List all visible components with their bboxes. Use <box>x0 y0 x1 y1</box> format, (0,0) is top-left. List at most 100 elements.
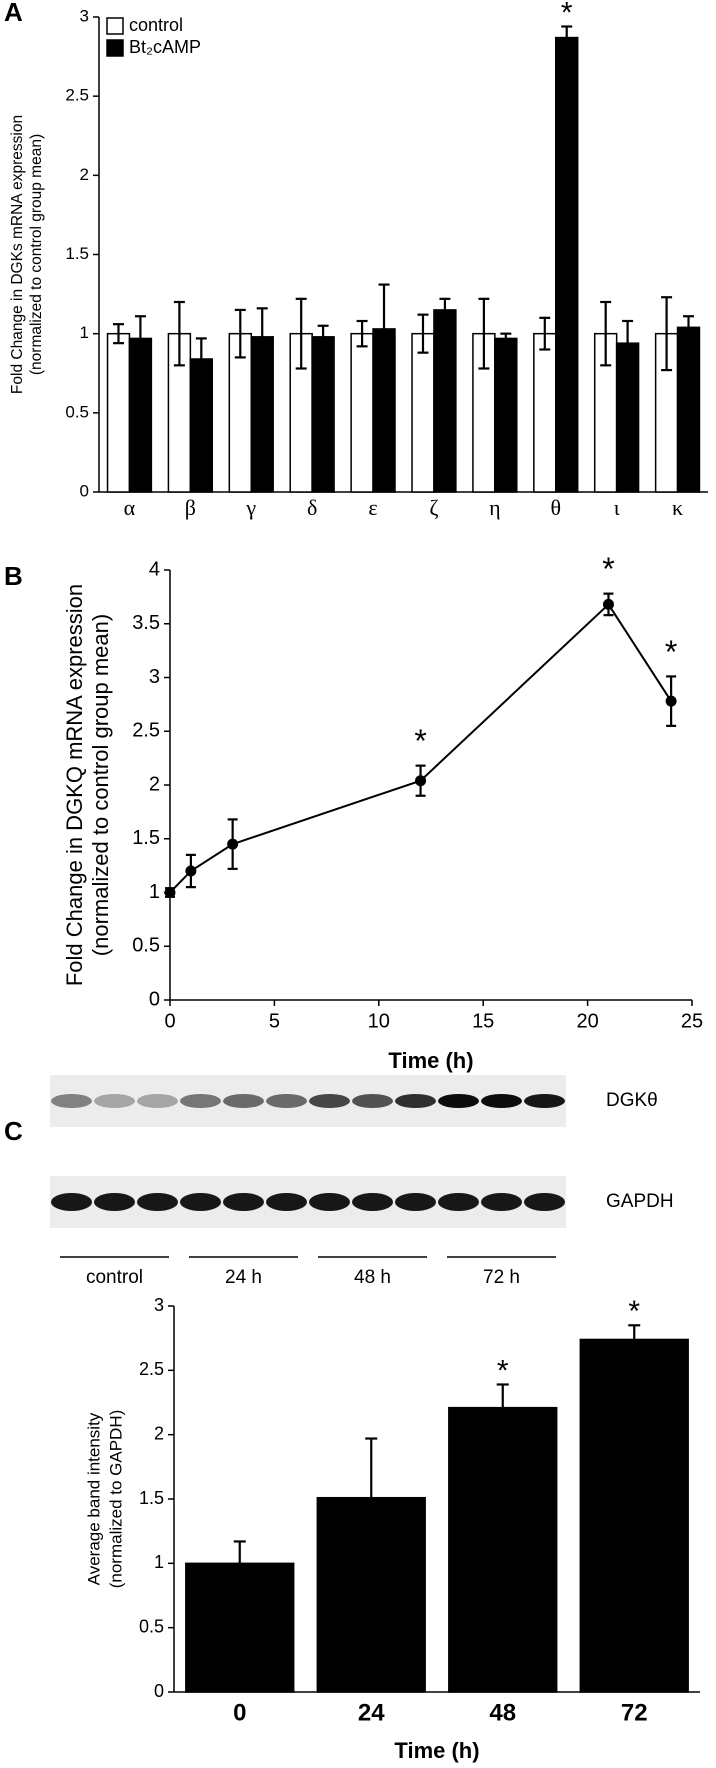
y-tick-label: 0 <box>80 481 89 500</box>
annotation: * <box>414 723 426 759</box>
blot-band <box>180 1094 221 1108</box>
blot-band <box>481 1094 522 1108</box>
bar <box>555 36 579 493</box>
y-tick-label: 1.5 <box>65 244 89 263</box>
blot-label: GAPDH <box>606 1191 674 1212</box>
annotation: * <box>628 1295 640 1328</box>
y-tick-label: 3 <box>149 666 160 688</box>
x-tick-label: θ <box>550 495 561 520</box>
annotation: * <box>602 551 614 587</box>
blot-band <box>180 1193 221 1211</box>
blot-band <box>352 1193 393 1211</box>
y-axis-label: (normalized to control group mean) <box>88 614 113 956</box>
annotation: * <box>561 0 573 29</box>
blot-background <box>50 1075 566 1127</box>
blot-label: DGKθ <box>606 1090 658 1111</box>
blot-band <box>309 1193 350 1211</box>
group-label: control <box>86 1267 143 1288</box>
x-tick-label: 0 <box>233 1699 246 1726</box>
blot-band <box>438 1193 479 1211</box>
marker <box>164 887 176 898</box>
x-tick-label: 10 <box>368 1010 390 1032</box>
y-tick-label: 2.5 <box>139 1359 164 1379</box>
bar <box>106 332 131 493</box>
blot-band <box>51 1094 92 1108</box>
y-tick-label: 2 <box>80 165 89 184</box>
bar <box>411 332 435 493</box>
blot-band <box>223 1193 264 1211</box>
group-label: 72 h <box>483 1267 520 1288</box>
x-tick-label: 5 <box>269 1010 280 1032</box>
blot-band <box>94 1094 135 1108</box>
bar <box>579 1338 689 1693</box>
blot-band <box>309 1094 350 1108</box>
x-tick-label: γ <box>245 495 256 520</box>
marker <box>227 838 239 850</box>
blot-background <box>50 1176 566 1228</box>
blot-band <box>223 1094 264 1108</box>
marker <box>602 598 614 610</box>
x-tick-label: ι <box>614 495 620 520</box>
y-tick-label: 0.5 <box>65 402 89 421</box>
y-tick-label: 3 <box>154 1295 164 1315</box>
panel-label: B <box>4 561 23 591</box>
x-tick-label: 0 <box>164 1010 175 1032</box>
blot-band <box>137 1094 178 1108</box>
bar <box>316 1496 426 1693</box>
bar <box>433 309 457 493</box>
bar <box>185 1562 295 1693</box>
bar <box>494 337 518 493</box>
y-axis-label: Average band intensity <box>84 1412 103 1585</box>
blot-band <box>266 1193 307 1211</box>
x-tick-label: η <box>489 495 501 520</box>
blot-band <box>395 1094 436 1108</box>
x-tick-label: κ <box>672 495 683 520</box>
x-tick-label: ζ <box>429 495 438 520</box>
blot-band <box>524 1193 565 1211</box>
legend-label: control <box>129 15 183 35</box>
bar <box>311 336 335 493</box>
y-tick-label: 1.5 <box>132 827 160 849</box>
annotation: * <box>665 634 677 670</box>
y-tick-label: 1 <box>80 323 89 342</box>
x-tick-label: ε <box>368 495 377 520</box>
group-label: 48 h <box>354 1267 391 1288</box>
legend-label: Bt₂cAMP <box>129 37 201 57</box>
y-tick-label: 3.5 <box>132 612 160 634</box>
blot-band <box>395 1193 436 1211</box>
blot-band <box>51 1193 92 1211</box>
blot-band <box>481 1193 522 1211</box>
y-axis-label: Fold Change in DGKQ mRNA expression <box>62 584 87 986</box>
y-axis-label: (normalized to GAPDH) <box>106 1410 125 1589</box>
y-tick-label: 0 <box>154 1681 164 1701</box>
blot-band <box>352 1094 393 1108</box>
x-tick-label: δ <box>307 495 317 520</box>
y-tick-label: 2 <box>154 1423 164 1443</box>
x-tick-label: β <box>185 495 196 520</box>
y-tick-label: 0.5 <box>132 935 160 957</box>
bar <box>676 326 701 493</box>
blot-band <box>438 1094 479 1108</box>
y-axis-label: Fold Change in DGKs mRNA expression <box>9 115 26 394</box>
blot-band <box>137 1193 178 1211</box>
x-tick-label: 20 <box>576 1010 598 1032</box>
x-tick-label: 48 <box>489 1699 516 1726</box>
x-tick-label: α <box>124 495 136 520</box>
panel-label: A <box>4 0 23 27</box>
marker <box>665 695 677 707</box>
bar <box>448 1406 558 1693</box>
marker <box>415 775 427 787</box>
y-tick-label: 2.5 <box>132 720 160 742</box>
y-tick-label: 0.5 <box>139 1616 164 1636</box>
legend-swatch <box>106 17 124 35</box>
y-tick-label: 2 <box>149 773 160 795</box>
blot-band <box>266 1094 307 1108</box>
x-tick-label: 24 <box>358 1699 385 1726</box>
bar <box>350 332 374 493</box>
x-tick-label: 72 <box>621 1699 648 1726</box>
y-tick-label: 1 <box>149 881 160 903</box>
y-tick-label: 1 <box>154 1552 164 1572</box>
y-axis-label: (normalized to control group mean) <box>28 134 45 375</box>
